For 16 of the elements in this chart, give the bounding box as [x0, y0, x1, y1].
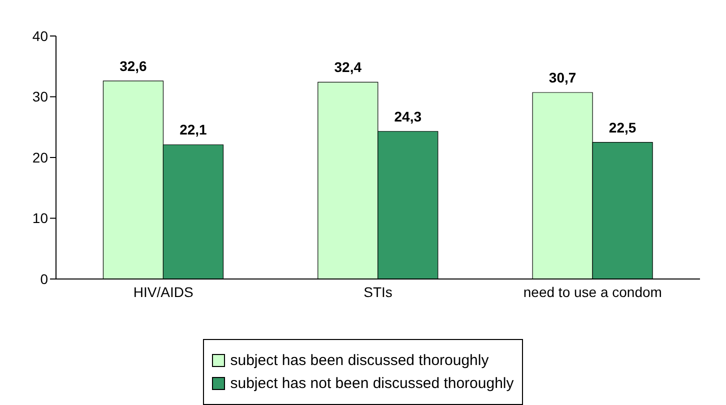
legend-label: subject has been discussed thoroughly — [229, 352, 490, 369]
y-tick-label: 30 — [32, 88, 48, 105]
data-label: 22,1 — [180, 122, 208, 138]
data-label: 32,4 — [334, 59, 362, 76]
y-tick-label: 40 — [32, 28, 48, 44]
y-tick-label: 20 — [32, 149, 48, 166]
data-label: 30,7 — [548, 69, 576, 86]
data-label: 24,3 — [394, 108, 422, 124]
x-tick-label: need to use a condom — [523, 284, 662, 300]
data-label: 32,6 — [120, 58, 148, 74]
x-tick-label: HIV/AIDS — [133, 284, 194, 300]
y-tick-label: 0 — [40, 270, 48, 287]
y-tick-label: 10 — [32, 210, 48, 226]
data-label: 22,5 — [608, 119, 636, 136]
x-tick-label: STIs — [364, 284, 392, 300]
legend-label: subject has not been discussed thoroughly — [229, 375, 514, 392]
